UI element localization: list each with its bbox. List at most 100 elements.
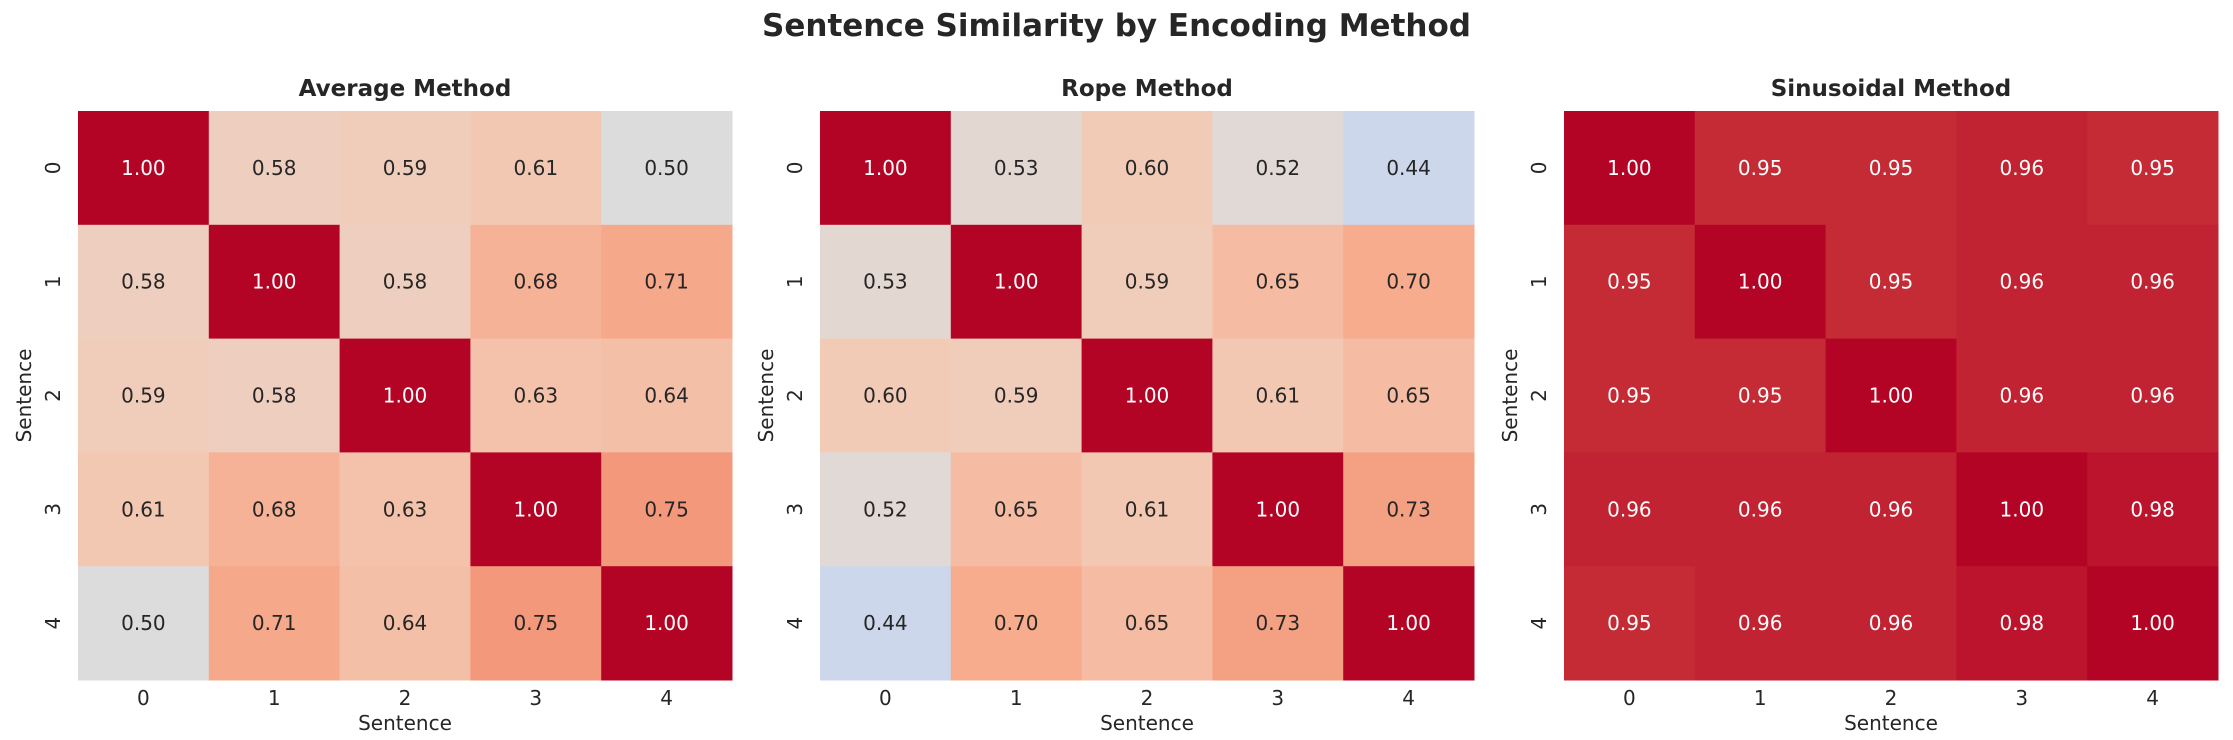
cell-annotation: 0.95 [1869,156,1914,180]
y-tick-label: 0 [1527,162,1551,175]
x-axis-label: Sentence [1844,711,1938,735]
figure-title: Sentence Similarity by Encoding Method [762,8,1471,44]
cell-annotation: 0.96 [2130,270,2175,294]
cell-annotation: 0.96 [2000,384,2045,408]
x-tick-label: 3 [1271,686,1284,710]
cell-annotation: 1.00 [383,384,428,408]
cell-annotation: 1.00 [121,156,166,180]
heatmap-cell [2087,224,2219,340]
cell-annotation: 1.00 [1738,270,1783,294]
cell-annotation: 0.95 [1738,156,1783,180]
heatmap-cell [1825,111,1957,226]
cell-annotation: 0.71 [644,270,689,294]
heatmap-cell [1564,224,1696,340]
heatmap-cell [1081,452,1213,567]
heatmap-cell [950,566,1083,681]
heatmap-cell [470,566,602,681]
cell-annotation: 1.00 [514,497,559,521]
y-axis-label: Sentence [1498,349,1522,443]
heatmap-cell [1694,566,1827,681]
heatmap-cell [339,452,471,567]
heatmap-cell [1343,224,1475,340]
cell-annotation: 0.68 [252,497,297,521]
cell-annotation: 1.00 [994,270,1039,294]
cell-annotation: 0.61 [121,497,166,521]
cell-annotation: 0.65 [1386,384,1431,408]
y-tick-label: 4 [41,617,65,630]
heatmap-cell [208,111,341,226]
y-tick-label: 3 [783,503,807,516]
y-tick-label: 3 [41,503,65,516]
cell-annotation: 0.59 [1125,270,1170,294]
heatmap-cell [339,224,471,340]
heatmap-cell [1081,224,1213,340]
cell-annotation: 0.64 [644,384,689,408]
cell-annotation: 0.98 [2000,611,2045,635]
x-axis-label: Sentence [358,711,452,735]
x-tick-label: 1 [268,686,281,710]
heatmap-cell [470,452,602,567]
x-tick-label: 4 [660,686,673,710]
heatmap-cell [1956,338,2088,453]
heatmap-cell [1825,224,1957,340]
y-tick-label: 2 [1527,389,1551,402]
cell-annotation: 0.52 [1256,156,1301,180]
subplot-title: Sinusoidal Method [1771,76,2012,102]
heatmap-cell [2087,111,2219,226]
cell-annotation: 0.44 [1386,156,1431,180]
x-tick-label: 4 [1402,686,1415,710]
heatmap-cell [601,338,733,453]
heatmap-cell [950,111,1083,226]
heatmap-cell [339,338,471,453]
heatmap-cell [1694,111,1827,226]
heatmap-cell [1825,452,1957,567]
x-tick-label: 2 [1885,686,1898,710]
cell-annotation: 0.58 [121,270,166,294]
cell-annotation: 1.00 [863,156,908,180]
heatmap-cell [1212,452,1344,567]
cell-annotation: 0.96 [2000,156,2045,180]
cell-annotation: 1.00 [2000,497,2045,521]
x-tick-label: 2 [1141,686,1154,710]
heatmap-cell [1343,566,1475,681]
cell-annotation: 1.00 [644,611,689,635]
cell-annotation: 0.61 [1125,497,1170,521]
x-axis-label: Sentence [1100,711,1194,735]
cell-annotation: 0.44 [863,611,908,635]
cell-annotation: 0.50 [121,611,166,635]
cell-annotation: 0.96 [1869,611,1914,635]
heatmap-cell [1212,111,1344,226]
heatmap-cell [1694,338,1827,453]
heatmap-cell [601,224,733,340]
cell-annotation: 1.00 [1386,611,1431,635]
heatmap-cell [470,338,602,453]
cell-annotation: 0.95 [1738,384,1783,408]
heatmap-cell [208,566,341,681]
cell-annotation: 0.63 [514,384,559,408]
heatmap-cell [1343,452,1475,567]
heatmap-cell [1694,452,1827,567]
heatmap-cell [1564,338,1696,453]
subplot-title: Average Method [299,76,512,102]
x-tick-label: 1 [1754,686,1767,710]
cell-annotation: 0.53 [863,270,908,294]
x-tick-label: 3 [2015,686,2028,710]
y-tick-label: 3 [1527,503,1551,516]
heatmap-cell [950,224,1083,340]
cell-annotation: 0.59 [121,384,166,408]
cell-annotation: 0.65 [1125,611,1170,635]
y-axis-label: Sentence [12,349,36,443]
cell-annotation: 0.68 [514,270,559,294]
cell-annotation: 0.73 [1256,611,1301,635]
cell-annotation: 0.65 [994,497,1039,521]
heatmap-cell [470,224,602,340]
heatmap-cell [601,566,733,681]
heatmap-cell [950,338,1083,453]
cell-annotation: 0.96 [2130,384,2175,408]
cell-annotation: 1.00 [252,270,297,294]
cell-annotation: 0.96 [1738,497,1783,521]
heatmap-cell [2087,338,2219,453]
heatmap-cell [1956,566,2088,681]
heatmap-cell [78,224,210,340]
